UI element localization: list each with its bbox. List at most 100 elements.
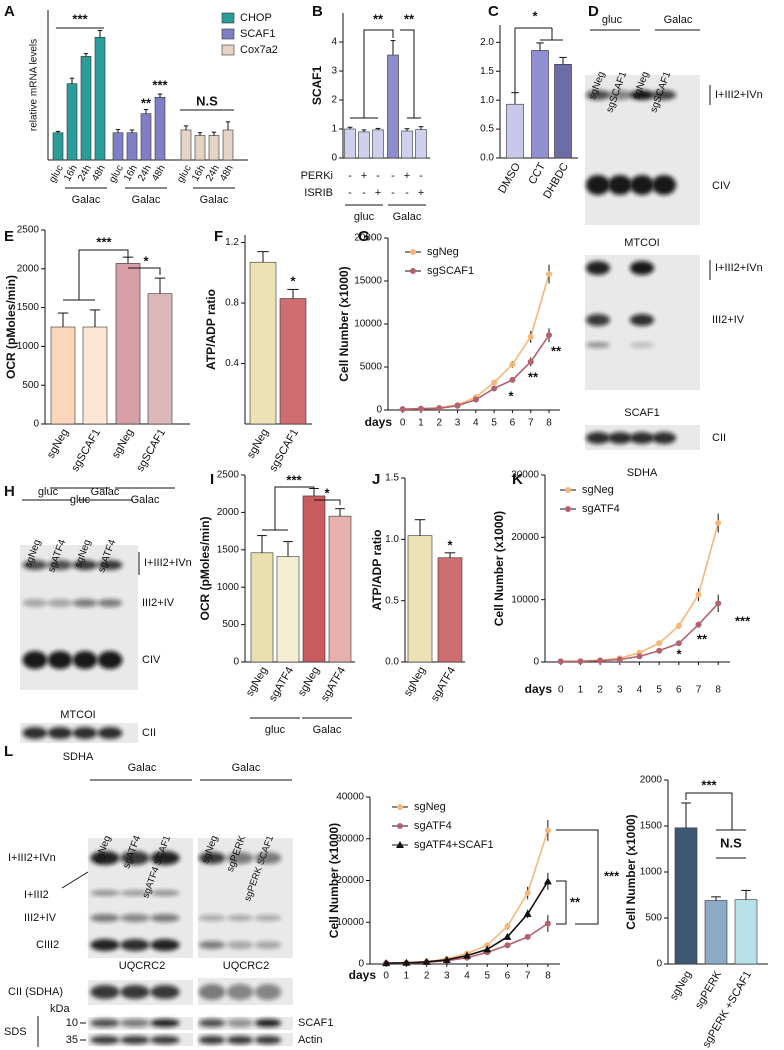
bar bbox=[249, 261, 277, 425]
significance: *** bbox=[72, 11, 88, 26]
point bbox=[491, 379, 498, 386]
blot-band bbox=[607, 432, 633, 444]
y-tick-label: 0 bbox=[358, 959, 364, 970]
y-axis-label: ATP/ADP ratio bbox=[370, 530, 384, 611]
x-tick-label: DMSO bbox=[496, 161, 523, 196]
legend-swatch bbox=[221, 12, 235, 24]
panel-label: J bbox=[372, 471, 380, 488]
bar bbox=[344, 128, 356, 159]
blot-band bbox=[254, 852, 282, 864]
bar bbox=[94, 36, 106, 161]
significance: ** bbox=[141, 95, 152, 110]
blot-label: SCAF1 bbox=[298, 1017, 333, 1029]
y-tick-label: 0.0 bbox=[480, 153, 494, 164]
bar bbox=[358, 131, 370, 159]
point bbox=[675, 622, 682, 629]
blot-band bbox=[47, 727, 73, 739]
point bbox=[636, 653, 643, 660]
x-tick-label: 1 bbox=[578, 685, 584, 696]
y-tick-label: 4 bbox=[331, 37, 337, 48]
x-tick-label: 4 bbox=[473, 418, 479, 429]
point bbox=[656, 647, 663, 654]
row-mark: + bbox=[404, 170, 410, 182]
group-label: Galac bbox=[393, 211, 422, 223]
significance: *** bbox=[286, 472, 302, 487]
bracket bbox=[128, 267, 161, 275]
point bbox=[524, 933, 531, 940]
blot-band bbox=[629, 432, 655, 444]
point bbox=[546, 332, 553, 339]
point bbox=[422, 957, 431, 965]
blot-band bbox=[72, 560, 98, 570]
blot-band bbox=[607, 90, 633, 100]
bar bbox=[208, 135, 220, 161]
blot-label: Galac bbox=[91, 486, 120, 498]
panel-label: C bbox=[488, 3, 499, 20]
blot-label: I+III2 bbox=[24, 889, 49, 901]
blot-band bbox=[120, 914, 150, 922]
x-tick-label: 5 bbox=[656, 685, 662, 696]
x-tick-label: sgNeg bbox=[45, 427, 71, 461]
x-tick-label: CCT bbox=[526, 161, 548, 187]
blot-label: MTCOI bbox=[60, 709, 95, 721]
bar bbox=[279, 298, 307, 425]
x-tick-label: 3 bbox=[444, 971, 450, 982]
blot-label: UQCRC2 bbox=[223, 960, 269, 972]
blot-label: CII bbox=[712, 432, 726, 444]
blot-band bbox=[90, 890, 120, 896]
blot-label: gluc bbox=[38, 486, 59, 498]
blot-marker bbox=[61, 871, 89, 889]
group-label: Galac bbox=[72, 194, 101, 206]
y-axis-label: OCR (pMoles/min) bbox=[4, 275, 18, 379]
blot-band bbox=[254, 984, 282, 1000]
blot-band bbox=[97, 599, 123, 607]
significance: ** bbox=[528, 369, 539, 384]
row-mark: + bbox=[375, 187, 381, 199]
blot-label: CII (SDHA) bbox=[8, 986, 63, 998]
bar bbox=[415, 129, 427, 159]
significance: * bbox=[676, 646, 682, 661]
group-label: gluc bbox=[354, 211, 375, 223]
significance: ** bbox=[404, 11, 415, 26]
x-tick-label: 6 bbox=[676, 685, 682, 696]
blot-band bbox=[198, 1019, 226, 1027]
y-tick-label: 0 bbox=[656, 959, 662, 970]
panel-label: A bbox=[4, 3, 15, 20]
blot-band bbox=[226, 915, 254, 921]
x-tick-label: sgSCAF1 bbox=[69, 427, 103, 474]
x-tick-label: 24h bbox=[76, 163, 94, 183]
panel-label: D bbox=[588, 3, 599, 20]
blot-band bbox=[90, 914, 120, 922]
bar bbox=[52, 132, 64, 161]
blot-band bbox=[150, 985, 180, 999]
y-tick-label: 500 bbox=[22, 380, 39, 391]
x-tick-label: 1 bbox=[404, 971, 410, 982]
blot-label: 35 bbox=[66, 1034, 78, 1046]
bar bbox=[250, 552, 274, 663]
bar bbox=[66, 83, 78, 161]
blot-band bbox=[254, 1036, 282, 1044]
y-tick-label: 10000 bbox=[354, 319, 382, 330]
x-tick-label: sgSCAF1 bbox=[267, 427, 301, 474]
blot-band bbox=[97, 560, 123, 570]
y-tick-label: 5000 bbox=[360, 362, 383, 373]
blot-band bbox=[120, 939, 150, 951]
y-tick-label: 1 bbox=[331, 124, 337, 135]
significance: *** bbox=[604, 868, 620, 883]
y-tick-label: 2.0 bbox=[480, 37, 494, 48]
point bbox=[509, 361, 516, 368]
point bbox=[472, 396, 479, 403]
x-tick-label: sgATF4 bbox=[429, 665, 458, 704]
x-tick-label: 2 bbox=[424, 971, 430, 982]
y-axis-label: SCAF1 bbox=[310, 66, 324, 106]
y-tick-label: 0 bbox=[33, 419, 39, 430]
bracket bbox=[400, 29, 415, 118]
blot-band bbox=[72, 651, 98, 669]
blot-label: CIII2 bbox=[36, 939, 59, 951]
bar bbox=[154, 96, 166, 161]
legend-label: sgATF4 bbox=[582, 503, 620, 515]
blot-label: III2+IV bbox=[712, 314, 745, 326]
blot-label: CII bbox=[142, 727, 156, 739]
point bbox=[417, 405, 424, 412]
